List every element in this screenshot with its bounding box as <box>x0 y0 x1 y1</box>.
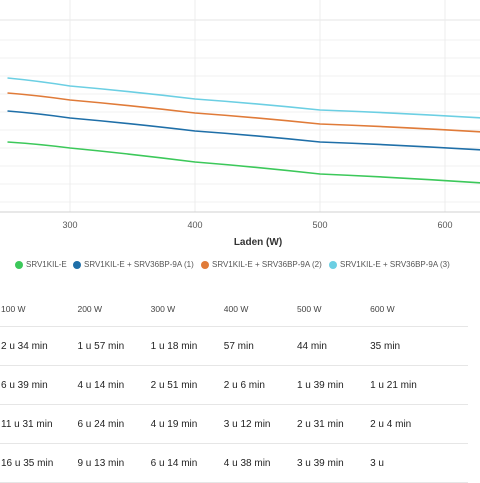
header-extra <box>430 292 468 327</box>
header-100w: 100 W <box>0 292 64 327</box>
table-cell: 3 u 12 min <box>211 405 284 444</box>
x-tick-labels: 300 400 500 600 <box>62 220 452 230</box>
header-600w: 600 W <box>357 292 430 327</box>
legend-label: SRV1KIL-E + SRV36BP-9A (2) <box>212 260 322 269</box>
table-cell: 4 u 38 min <box>211 444 284 483</box>
table-row: 11 u 31 min 6 u 24 min 4 u 19 min 3 u 12… <box>0 405 468 444</box>
legend-item[interactable]: SRV1KIL-E <box>15 260 67 269</box>
table-cell: 44 min <box>284 327 357 366</box>
header-400w: 400 W <box>211 292 284 327</box>
chart-legend[interactable]: SRV1KIL-E SRV1KIL-E + SRV36BP-9A (1) SRV1K… <box>15 260 480 274</box>
runtime-chart: 300 400 500 600 <box>0 0 480 235</box>
table-cell: 6 u 39 min <box>0 366 64 405</box>
table-cell: 3 u <box>357 444 430 483</box>
table-cell: 1 u 21 min <box>357 366 430 405</box>
table-cell: 6 u 14 min <box>138 444 211 483</box>
table-row: 6 u 39 min 4 u 14 min 2 u 51 min 2 u 6 m… <box>0 366 468 405</box>
legend-label: SRV1KIL-E <box>26 260 67 269</box>
table-cell: 2 u 6 min <box>211 366 284 405</box>
header-200w: 200 W <box>64 292 137 327</box>
table-row: 16 u 35 min 9 u 13 min 6 u 14 min 4 u 38… <box>0 444 468 483</box>
table-cell <box>430 327 468 366</box>
table-cell: 9 u 13 min <box>64 444 137 483</box>
table-cell: 4 u 19 min <box>138 405 211 444</box>
legend-item[interactable]: SRV1KIL-E + SRV36BP-9A (3) <box>329 260 450 269</box>
x-tick-label: 400 <box>187 220 202 230</box>
runtime-table: 100 W 200 W 300 W 400 W 500 W 600 W 2 u … <box>0 292 468 483</box>
table-cell <box>430 366 468 405</box>
table-cell: 35 min <box>357 327 430 366</box>
legend-dot-icon <box>15 261 23 269</box>
legend-dot-icon <box>73 261 81 269</box>
legend-label: SRV1KIL-E + SRV36BP-9A (3) <box>340 260 450 269</box>
table-cell: 2 u 51 min <box>138 366 211 405</box>
table-cell: 2 u 34 min <box>0 327 64 366</box>
table-cell: 16 u 35 min <box>0 444 64 483</box>
table-cell: 2 u 4 min <box>357 405 430 444</box>
header-300w: 300 W <box>138 292 211 327</box>
table-cell: 1 u 57 min <box>64 327 137 366</box>
legend-dot-icon <box>201 261 209 269</box>
table-cell: 4 u 14 min <box>64 366 137 405</box>
table-cell: 1 u 39 min <box>284 366 357 405</box>
table-row: 2 u 34 min 1 u 57 min 1 u 18 min 57 min … <box>0 327 468 366</box>
table-cell: 11 u 31 min <box>0 405 64 444</box>
table-cell: 2 u 31 min <box>284 405 357 444</box>
legend-item[interactable]: SRV1KIL-E + SRV36BP-9A (2) <box>201 260 322 269</box>
table-cell <box>430 405 468 444</box>
legend-dot-icon <box>329 261 337 269</box>
x-tick-label: 500 <box>312 220 327 230</box>
chart-grid <box>0 0 480 212</box>
table-cell <box>430 444 468 483</box>
x-axis-title: Laden (W) <box>0 237 480 248</box>
table-cell: 1 u 18 min <box>138 327 211 366</box>
table-cell: 6 u 24 min <box>64 405 137 444</box>
table-header-row: 100 W 200 W 300 W 400 W 500 W 600 W <box>0 292 468 327</box>
header-500w: 500 W <box>284 292 357 327</box>
x-tick-label: 600 <box>437 220 452 230</box>
table-cell: 57 min <box>211 327 284 366</box>
legend-label: SRV1KIL-E + SRV36BP-9A (1) <box>84 260 194 269</box>
table-cell: 3 u 39 min <box>284 444 357 483</box>
x-tick-label: 300 <box>62 220 77 230</box>
legend-item[interactable]: SRV1KIL-E + SRV36BP-9A (1) <box>73 260 194 269</box>
